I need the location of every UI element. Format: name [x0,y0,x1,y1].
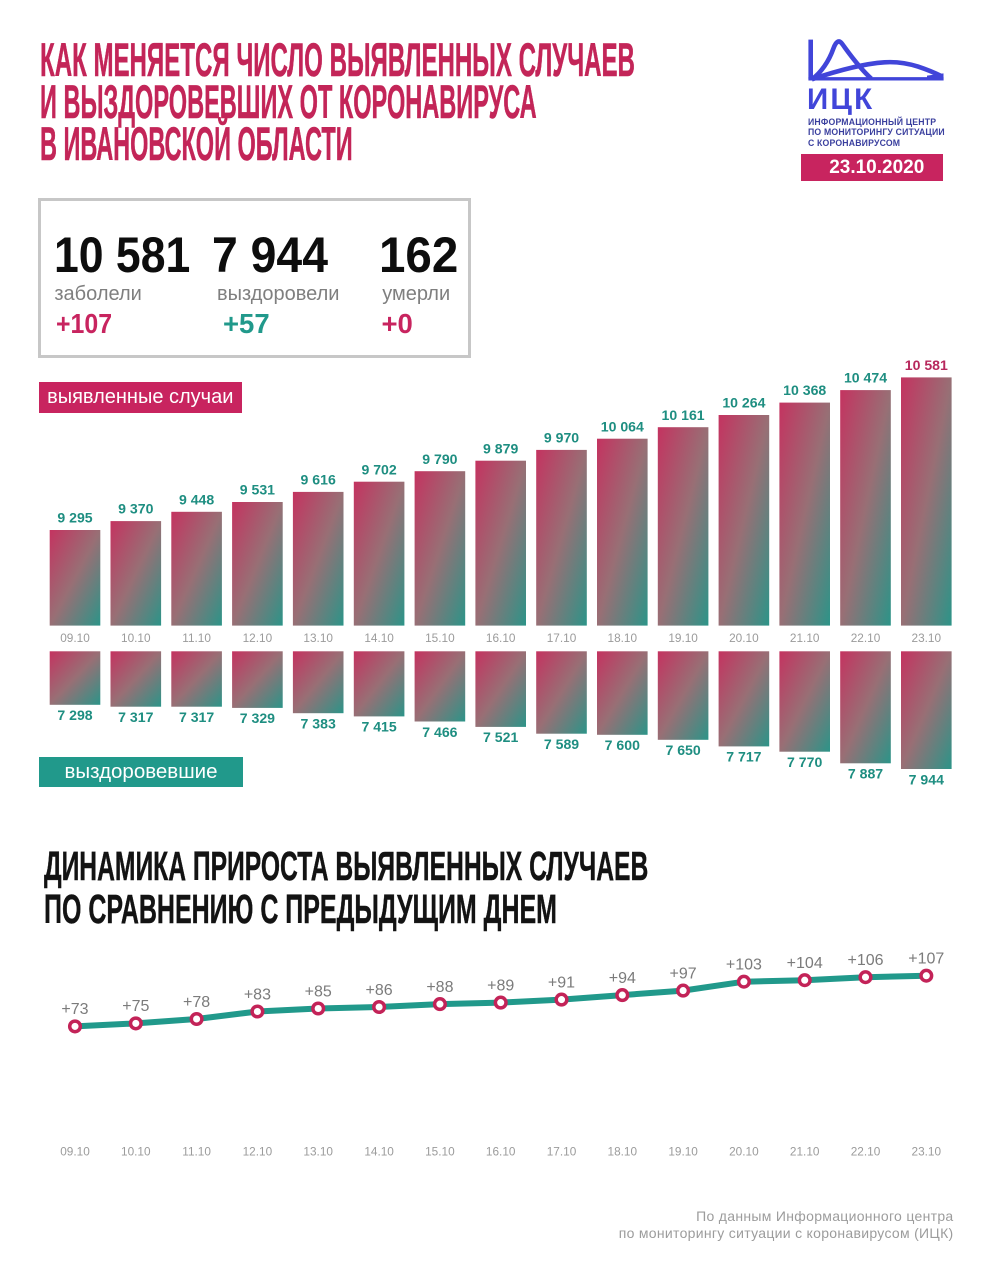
svg-text:11.10: 11.10 [182,1144,211,1158]
svg-text:12.10: 12.10 [243,631,273,645]
svg-text:16.10: 16.10 [486,1144,516,1158]
svg-text:+94: +94 [609,970,636,987]
svg-text:9 616: 9 616 [301,472,336,488]
svg-text:7 317: 7 317 [118,709,153,725]
svg-text:+75: +75 [122,998,149,1015]
svg-text:23.10: 23.10 [912,1144,942,1158]
svg-text:+103: +103 [726,957,762,974]
svg-text:13.10: 13.10 [303,631,333,645]
svg-text:20.10: 20.10 [729,631,759,645]
svg-text:10 264: 10 264 [722,395,765,411]
svg-text:10 161: 10 161 [662,407,705,423]
svg-text:17.10: 17.10 [547,631,577,645]
svg-text:+91: +91 [548,974,575,991]
svg-text:10.10: 10.10 [121,1144,151,1158]
svg-text:22.10: 22.10 [851,631,881,645]
svg-text:+78: +78 [183,994,210,1011]
svg-text:15.10: 15.10 [425,1144,455,1158]
svg-text:9 879: 9 879 [483,440,518,456]
svg-text:9 531: 9 531 [240,482,275,498]
svg-text:7 317: 7 317 [179,709,214,725]
svg-text:09.10: 09.10 [60,631,90,645]
svg-text:10.10: 10.10 [121,631,151,645]
svg-text:20.10: 20.10 [729,1144,759,1158]
svg-text:+86: +86 [366,982,393,999]
svg-text:21.10: 21.10 [790,631,820,645]
svg-text:19.10: 19.10 [668,1144,698,1158]
svg-text:23.10: 23.10 [912,631,942,645]
svg-text:18.10: 18.10 [608,1144,638,1158]
svg-text:7 589: 7 589 [544,736,579,752]
svg-text:+97: +97 [670,965,697,982]
svg-text:7 329: 7 329 [240,710,275,726]
svg-text:7 887: 7 887 [848,766,883,782]
svg-text:7 717: 7 717 [726,749,761,765]
svg-text:7 600: 7 600 [605,737,640,753]
svg-text:+73: +73 [61,1001,88,1018]
svg-text:7 466: 7 466 [422,724,457,740]
svg-text:+89: +89 [487,977,514,994]
svg-text:9 448: 9 448 [179,491,214,507]
svg-text:9 295: 9 295 [57,510,92,526]
svg-text:19.10: 19.10 [668,631,698,645]
svg-text:17.10: 17.10 [547,1144,577,1158]
svg-text:10 368: 10 368 [783,382,826,398]
svg-text:7 650: 7 650 [665,742,700,758]
svg-text:10 581: 10 581 [905,357,948,373]
svg-text:09.10: 09.10 [60,1144,90,1158]
svg-text:+88: +88 [426,979,453,996]
svg-text:7 770: 7 770 [787,754,822,770]
svg-text:+85: +85 [305,983,332,1000]
svg-text:9 970: 9 970 [544,430,579,446]
svg-text:14.10: 14.10 [364,1144,394,1158]
svg-text:9 702: 9 702 [361,461,396,477]
svg-text:15.10: 15.10 [425,631,455,645]
svg-text:11.10: 11.10 [182,631,211,645]
svg-text:+83: +83 [244,986,271,1003]
svg-text:7 415: 7 415 [361,719,396,735]
svg-text:9 790: 9 790 [422,451,457,467]
svg-text:7 383: 7 383 [301,716,336,732]
svg-text:7 521: 7 521 [483,729,518,745]
svg-text:10 474: 10 474 [844,370,887,386]
svg-text:7 944: 7 944 [909,771,944,787]
svg-text:18.10: 18.10 [608,631,638,645]
svg-text:22.10: 22.10 [851,1144,881,1158]
svg-text:9 370: 9 370 [118,501,153,517]
svg-text:14.10: 14.10 [364,631,394,645]
svg-text:7 298: 7 298 [57,707,92,723]
svg-text:10 064: 10 064 [601,418,644,434]
svg-text:+104: +104 [787,955,823,972]
svg-text:+107: +107 [908,951,944,968]
svg-text:13.10: 13.10 [303,1144,333,1158]
svg-text:12.10: 12.10 [243,1144,273,1158]
svg-text:21.10: 21.10 [790,1144,820,1158]
svg-text:+106: +106 [847,952,883,969]
svg-text:16.10: 16.10 [486,631,516,645]
